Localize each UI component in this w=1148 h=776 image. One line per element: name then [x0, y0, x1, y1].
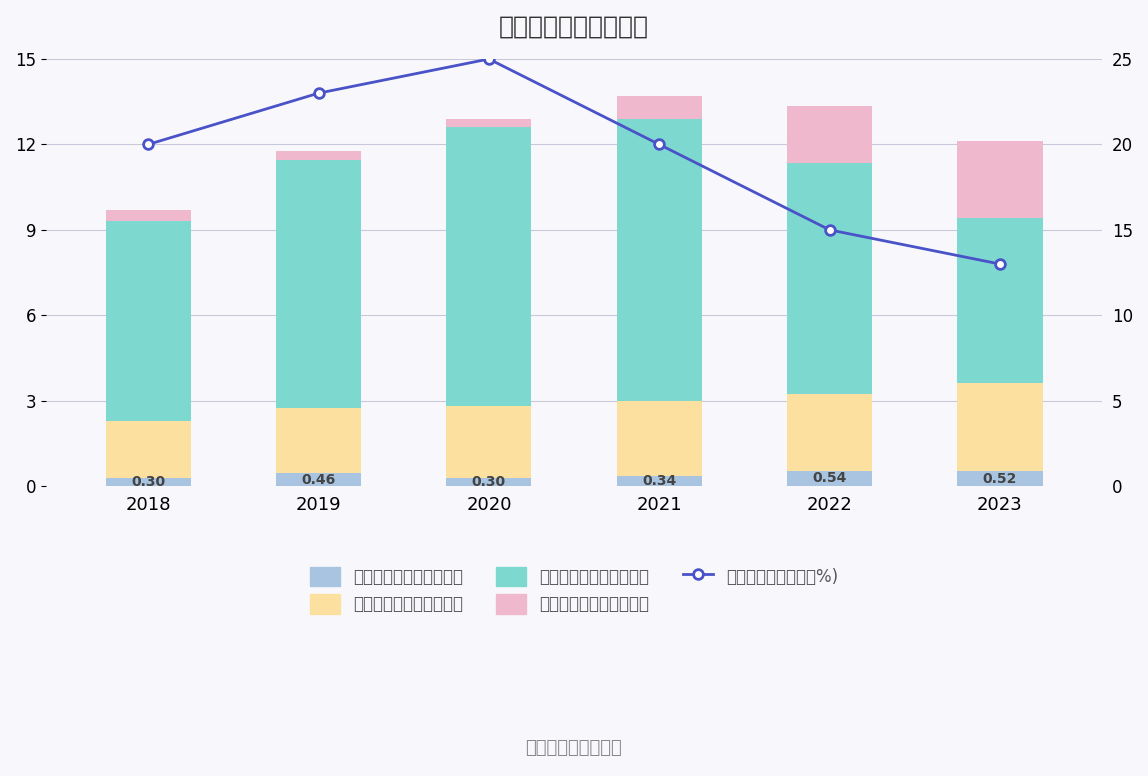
Bar — [106, 478, 191, 487]
Bar — [106, 421, 191, 478]
Bar — [106, 210, 191, 221]
Bar — [957, 471, 1042, 487]
Bar — [788, 106, 872, 163]
Bar — [957, 383, 1042, 471]
Bar — [616, 476, 701, 487]
Bar — [616, 400, 701, 476]
Text: 数据来源：恒生聚源: 数据来源：恒生聚源 — [526, 739, 622, 757]
Bar — [957, 141, 1042, 218]
Bar — [447, 407, 532, 478]
Text: 0.54: 0.54 — [813, 472, 847, 486]
Bar — [616, 119, 701, 400]
Text: 0.52: 0.52 — [983, 472, 1017, 486]
Bar — [788, 163, 872, 394]
Title: 历年期间费用变化情况: 历年期间费用变化情况 — [499, 15, 649, 39]
Text: 0.34: 0.34 — [642, 474, 676, 488]
Bar — [957, 218, 1042, 383]
Bar — [276, 407, 362, 473]
Bar — [276, 151, 362, 160]
Bar — [616, 96, 701, 119]
Text: 0.46: 0.46 — [302, 473, 335, 487]
Bar — [447, 478, 532, 487]
Bar — [276, 473, 362, 487]
Text: 0.30: 0.30 — [472, 475, 506, 489]
Bar — [788, 394, 872, 471]
Text: 0.30: 0.30 — [131, 475, 165, 489]
Bar — [276, 160, 362, 407]
Bar — [106, 221, 191, 421]
Bar — [788, 471, 872, 487]
Legend: 左轴：销售费用（亿元）, 左轴：管理费用（亿元）, 左轴：财务费用（亿元）, 左轴：研发费用（亿元）, 右轴：期间费用率（%): 左轴：销售费用（亿元）, 左轴：管理费用（亿元）, 左轴：财务费用（亿元）, 左… — [293, 550, 855, 630]
Bar — [447, 119, 532, 127]
Bar — [447, 127, 532, 407]
